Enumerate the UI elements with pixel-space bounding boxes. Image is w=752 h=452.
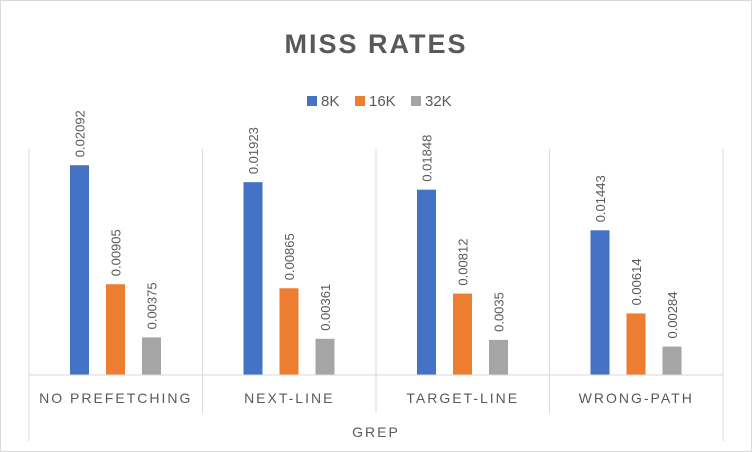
legend-swatch-32k xyxy=(411,96,421,106)
data-label-32k-4: 0.00284 xyxy=(665,292,680,339)
category-label-1: NO PREFETCHING xyxy=(39,390,192,406)
bar-8k-4 xyxy=(590,230,610,375)
legend-swatch-16k xyxy=(355,96,365,106)
bar-32k-1 xyxy=(142,337,161,375)
bar-32k-4 xyxy=(662,346,682,375)
bar-16k-4 xyxy=(626,313,646,375)
category-label-3: TARGET-LINE xyxy=(406,390,519,406)
data-label-8k-4: 0.01443 xyxy=(593,175,608,222)
bar-16k-3 xyxy=(453,293,472,375)
bar-32k-3 xyxy=(489,339,508,375)
legend: 8K 16K 32K xyxy=(307,93,452,110)
data-label-16k-3: 0.00812 xyxy=(456,239,471,286)
chart-title: MISS RATES xyxy=(284,29,467,59)
data-label-32k-3: 0.0035 xyxy=(492,292,507,332)
bar-16k-1 xyxy=(106,284,125,375)
plot-area: 0.02092 0.00905 0.00375 NO PREFETCHING 0.019… xyxy=(28,110,724,441)
category-label-2: NEXT-LINE xyxy=(244,390,334,406)
legend-label-32k: 32K xyxy=(425,93,452,110)
data-label-8k-1: 0.02092 xyxy=(73,110,88,157)
bar-8k-2 xyxy=(243,182,263,375)
data-label-16k-1: 0.00905 xyxy=(109,229,124,276)
bar-16k-2 xyxy=(279,288,299,375)
data-label-8k-2: 0.01923 xyxy=(246,127,261,174)
category-label-4: WRONG-PATH xyxy=(579,390,694,406)
data-label-8k-3: 0.01848 xyxy=(420,135,435,182)
bar-8k-1 xyxy=(70,165,89,375)
bar-8k-3 xyxy=(417,189,436,375)
legend-label-16k: 16K xyxy=(369,93,396,110)
bar-32k-2 xyxy=(315,338,335,375)
x-axis-title: GREP xyxy=(352,424,400,440)
data-label-32k-1: 0.00375 xyxy=(145,282,160,329)
legend-label-8k: 8K xyxy=(321,93,339,110)
legend-swatch-8k xyxy=(307,96,317,106)
data-label-16k-4: 0.00614 xyxy=(629,258,644,305)
data-label-16k-2: 0.00865 xyxy=(282,233,297,280)
data-label-32k-2: 0.00361 xyxy=(318,284,333,331)
